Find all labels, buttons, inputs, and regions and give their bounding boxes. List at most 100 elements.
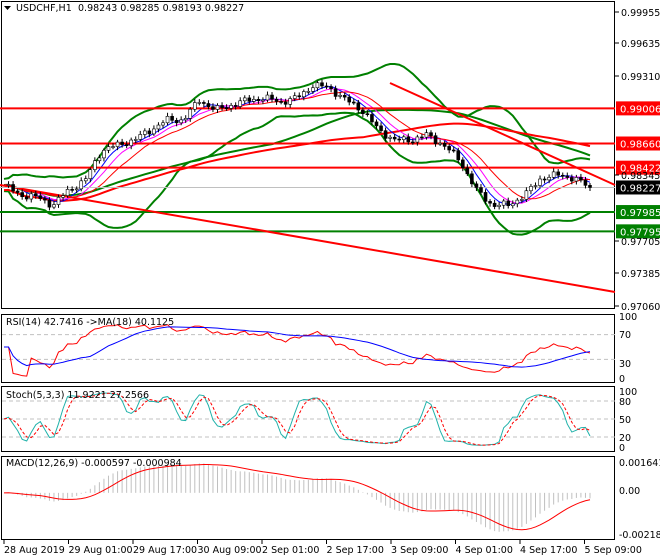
candle-body — [261, 99, 265, 102]
panel-frame-0 — [1, 1, 615, 309]
candle-body — [315, 82, 320, 89]
candle-body — [6, 184, 11, 186]
candle-body — [424, 132, 429, 138]
candle-body — [270, 94, 274, 100]
candle-body — [506, 200, 511, 207]
level-tag-2 — [616, 160, 660, 175]
candle-body — [374, 121, 379, 127]
candle-body — [88, 169, 93, 179]
candle-body — [47, 199, 52, 208]
rsi-tick-label: 0 — [619, 374, 625, 385]
candle-body — [115, 141, 120, 147]
macd-tick-label: 0.00 — [619, 486, 640, 497]
candle-body — [524, 190, 529, 200]
candle-body — [551, 171, 556, 178]
candle-body — [542, 178, 547, 181]
candle-body — [43, 198, 47, 201]
candle-body — [442, 142, 447, 147]
candle-body — [488, 201, 492, 204]
trendline-lower — [0, 184, 616, 293]
candle-body — [111, 146, 115, 148]
candle-body — [188, 108, 193, 119]
candle-body — [283, 101, 288, 105]
macd-tick-label: -0.002189 — [619, 530, 660, 541]
candle-body — [52, 204, 56, 208]
candle-body — [70, 189, 74, 191]
rsi-tick-label: 30 — [619, 359, 631, 370]
price-tick-label: 0.98345 — [621, 171, 660, 182]
candle-body — [274, 98, 279, 102]
trendline-upper — [389, 82, 616, 186]
candle-body — [361, 109, 365, 114]
candle-body — [588, 185, 592, 188]
candle-body — [256, 98, 261, 101]
candle-body — [383, 130, 388, 139]
candle-body — [465, 167, 470, 175]
candle-body — [211, 106, 215, 110]
level-tag-1 — [616, 136, 660, 151]
candle-body — [197, 102, 202, 104]
candle-body — [583, 179, 588, 186]
rsi-title: RSI(14) 42.7416 ->MA(18) 40.1125 — [6, 317, 174, 328]
stoch-tick-label: 100 — [619, 387, 637, 398]
candle-body — [247, 97, 252, 102]
time-tick-label: 2 Sep 17:00 — [327, 545, 384, 556]
macd-tick-label: 0.001641 — [619, 458, 660, 469]
candle-body — [329, 86, 333, 90]
candle-body — [61, 195, 65, 198]
candle-body — [161, 122, 165, 126]
candle-body — [233, 105, 238, 107]
level-label-1: 0.98660 — [620, 140, 660, 151]
candle-body — [138, 134, 143, 140]
candle-body — [24, 196, 29, 200]
candle-body — [97, 157, 102, 162]
candle-body — [406, 136, 411, 143]
candle-body — [356, 102, 361, 111]
candle-body — [388, 136, 392, 139]
candle-body — [347, 96, 352, 103]
candle-body — [93, 160, 97, 170]
candle-body — [29, 193, 34, 200]
price-tick-label: 0.97705 — [621, 237, 660, 248]
candle-body — [429, 132, 433, 136]
candle-body — [529, 186, 533, 192]
candle-body — [74, 188, 79, 191]
candle-body — [179, 119, 183, 124]
candle-body — [165, 116, 170, 124]
candle-body — [33, 193, 38, 196]
candle-body — [311, 87, 315, 92]
candle-body — [215, 105, 220, 110]
candle-body — [392, 136, 397, 140]
candle-body — [252, 98, 256, 102]
candle-body — [220, 105, 224, 109]
candle-body — [206, 103, 211, 107]
candle-body — [224, 107, 229, 110]
level-tag-0 — [616, 101, 660, 116]
candle-body — [479, 187, 483, 193]
candle-body — [470, 173, 474, 185]
candle-body — [570, 177, 574, 182]
candle-body — [183, 118, 188, 121]
candle-body — [292, 95, 297, 99]
current-price-tag — [616, 180, 660, 195]
candle-body — [456, 150, 461, 161]
candle-body — [379, 125, 383, 131]
ma-green — [3, 108, 591, 197]
bollinger-upper — [3, 63, 591, 180]
candle-body — [415, 136, 420, 143]
candle-body — [483, 192, 488, 202]
ma-fast-red — [3, 91, 591, 200]
candle-body — [202, 102, 206, 104]
level-tag-4 — [616, 224, 660, 239]
candle-body — [306, 90, 311, 93]
candle-body — [433, 135, 438, 144]
level-label-0: 0.99006 — [620, 104, 660, 115]
candle-body — [333, 88, 338, 97]
candle-body — [556, 171, 561, 176]
stoch-main-line — [3, 392, 591, 446]
candle-body — [83, 178, 88, 182]
candle-body — [106, 146, 111, 151]
ohlc-values: 0.98243 0.98285 0.98193 0.98227 — [78, 3, 244, 14]
candle-body — [501, 200, 506, 206]
